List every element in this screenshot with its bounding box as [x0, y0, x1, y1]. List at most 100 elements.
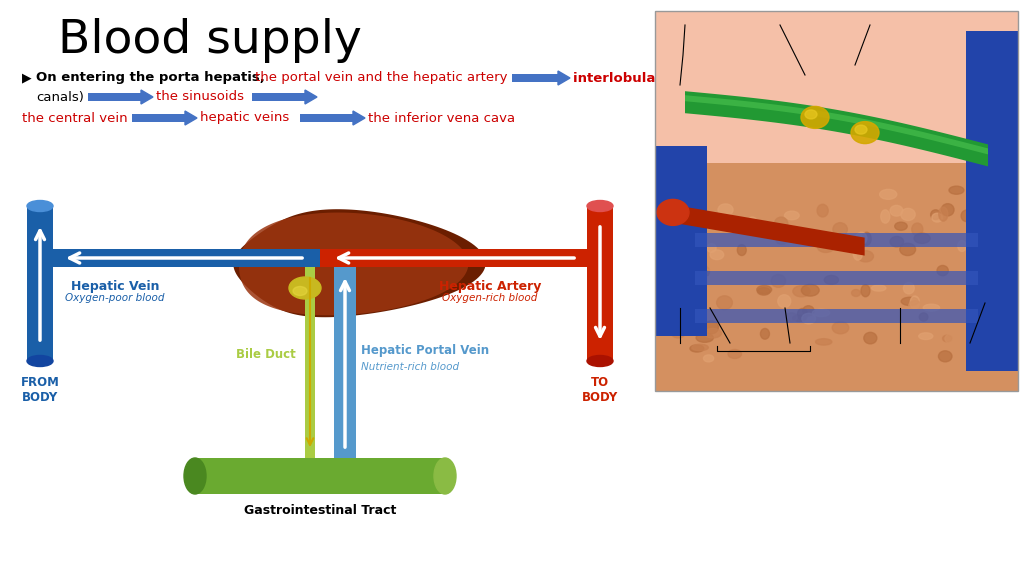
Text: On entering the porta hepatis,: On entering the porta hepatis,	[36, 71, 265, 85]
Ellipse shape	[788, 168, 805, 180]
Ellipse shape	[784, 211, 799, 220]
Ellipse shape	[657, 199, 689, 225]
Ellipse shape	[671, 326, 686, 338]
Ellipse shape	[761, 328, 769, 339]
Ellipse shape	[909, 301, 922, 310]
Bar	[252, 93, 305, 101]
Polygon shape	[558, 71, 570, 85]
Text: Blood supply: Blood supply	[58, 18, 361, 63]
Ellipse shape	[833, 223, 848, 236]
Text: ▶: ▶	[22, 71, 32, 85]
Ellipse shape	[851, 122, 879, 143]
Bar	[587, 206, 613, 361]
Polygon shape	[665, 203, 864, 256]
Ellipse shape	[852, 290, 860, 297]
Text: Central canal
(blood flow
out of liver): Central canal (blood flow out of liver)	[945, 341, 1010, 374]
Bar	[966, 31, 1018, 371]
Ellipse shape	[872, 200, 881, 207]
Text: the inferior vena cava: the inferior vena cava	[368, 112, 515, 124]
Ellipse shape	[693, 230, 707, 241]
Ellipse shape	[707, 244, 716, 252]
Ellipse shape	[785, 313, 797, 322]
Text: Bile canal: Bile canal	[753, 13, 807, 23]
Ellipse shape	[587, 200, 613, 211]
Ellipse shape	[27, 355, 53, 366]
Ellipse shape	[940, 247, 951, 257]
Bar	[655, 11, 1018, 163]
Ellipse shape	[686, 278, 695, 288]
Text: Hepatic Portal Vein: Hepatic Portal Vein	[361, 344, 489, 357]
Ellipse shape	[890, 205, 903, 216]
Ellipse shape	[824, 275, 839, 285]
Ellipse shape	[844, 237, 856, 247]
Ellipse shape	[698, 277, 717, 287]
Text: Hepatic
sinusoids: Hepatic sinusoids	[877, 341, 923, 363]
Text: the sinusoids: the sinusoids	[156, 90, 244, 104]
Ellipse shape	[819, 324, 829, 336]
Ellipse shape	[289, 277, 321, 299]
Ellipse shape	[703, 260, 716, 270]
Ellipse shape	[938, 351, 952, 362]
Text: Hepatic cells: Hepatic cells	[948, 13, 1019, 23]
Polygon shape	[233, 209, 485, 317]
Ellipse shape	[587, 355, 613, 366]
Ellipse shape	[745, 294, 755, 302]
Ellipse shape	[858, 251, 873, 262]
Ellipse shape	[803, 306, 814, 316]
Ellipse shape	[817, 242, 835, 252]
Text: Oxygen-rich blood: Oxygen-rich blood	[442, 293, 538, 303]
Ellipse shape	[705, 226, 718, 234]
Bar	[27, 206, 53, 361]
Ellipse shape	[690, 345, 703, 352]
Bar	[334, 267, 356, 458]
Ellipse shape	[834, 278, 843, 287]
Text: interlobular branches: interlobular branches	[573, 71, 735, 85]
Ellipse shape	[908, 238, 924, 247]
Ellipse shape	[805, 110, 817, 119]
Ellipse shape	[776, 237, 787, 244]
Ellipse shape	[700, 304, 711, 313]
Bar	[695, 309, 978, 323]
Bar	[300, 114, 353, 122]
Ellipse shape	[184, 458, 206, 494]
Ellipse shape	[783, 205, 793, 211]
Ellipse shape	[666, 175, 678, 187]
Ellipse shape	[932, 213, 942, 222]
Ellipse shape	[881, 210, 890, 223]
Ellipse shape	[941, 204, 954, 216]
Text: Kupffer cell: Kupffer cell	[848, 13, 911, 23]
Ellipse shape	[802, 313, 815, 324]
Ellipse shape	[757, 286, 772, 294]
Ellipse shape	[27, 200, 53, 211]
Text: Hepatic Artery: Hepatic Artery	[439, 280, 542, 293]
Ellipse shape	[833, 322, 849, 334]
Ellipse shape	[949, 186, 964, 194]
Ellipse shape	[434, 458, 456, 494]
Ellipse shape	[664, 202, 680, 209]
Ellipse shape	[671, 191, 685, 199]
Ellipse shape	[705, 328, 722, 338]
Ellipse shape	[662, 201, 678, 210]
Text: Branch
of hepatic
artery: Branch of hepatic artery	[717, 341, 766, 374]
Ellipse shape	[919, 333, 933, 339]
Text: the portal vein and the hepatic artery: the portal vein and the hepatic artery	[255, 71, 508, 85]
Ellipse shape	[918, 349, 928, 357]
Ellipse shape	[929, 189, 941, 198]
Ellipse shape	[872, 209, 885, 219]
Ellipse shape	[817, 204, 828, 217]
Ellipse shape	[728, 350, 741, 358]
Ellipse shape	[811, 214, 825, 228]
Ellipse shape	[692, 344, 709, 351]
Text: Gastrointestinal Tract: Gastrointestinal Tract	[244, 504, 396, 517]
Ellipse shape	[945, 333, 962, 344]
Text: Bile duct: Bile duct	[663, 13, 712, 23]
Bar	[655, 11, 1018, 391]
Text: Hepatic Vein: Hepatic Vein	[71, 280, 160, 293]
Ellipse shape	[855, 125, 867, 134]
Ellipse shape	[901, 297, 919, 305]
Polygon shape	[141, 90, 153, 104]
Bar	[512, 74, 558, 82]
Polygon shape	[685, 95, 988, 154]
Ellipse shape	[678, 323, 686, 334]
Ellipse shape	[758, 287, 770, 295]
